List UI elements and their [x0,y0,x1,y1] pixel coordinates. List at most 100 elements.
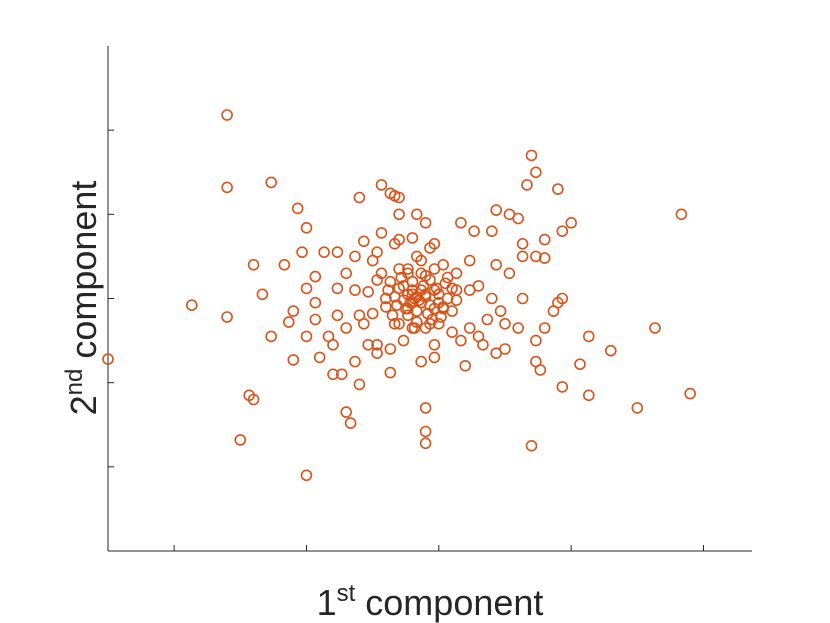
data-point [439,277,452,290]
data-point [340,267,353,280]
data-point [340,406,353,418]
data-point [437,302,450,315]
data-point [538,233,551,246]
data-point [331,282,344,295]
data-point [313,351,326,364]
data-point [415,267,428,280]
data-point [410,305,423,317]
data-point [582,330,595,343]
data-point [287,305,300,317]
data-point [516,292,529,305]
data-point [300,330,313,343]
data-point [463,322,476,334]
data-point [574,358,586,371]
data-point [410,208,423,221]
data-point [287,354,300,366]
data-point [530,250,542,263]
data-point [384,366,397,379]
data-point [102,353,114,365]
data-point [278,258,291,271]
data-point [357,235,370,248]
data-point [481,313,494,326]
data-point [371,274,383,286]
data-point [512,322,525,334]
data-point [530,334,542,347]
data-point [393,208,405,221]
data-point [430,282,443,295]
x-axis-label: 1st component [317,580,544,623]
data-point [221,311,233,323]
data-point [565,217,578,229]
data-point [503,267,516,280]
data-point [388,238,401,250]
data-point [362,285,375,298]
data-point [499,317,511,330]
data-point [331,246,344,258]
data-point [419,322,432,334]
data-point [382,284,394,296]
data-point [455,334,467,347]
data-point [296,246,308,258]
data-point [435,311,447,323]
data-point [291,202,304,215]
data-point [282,316,295,328]
data-point [582,389,595,402]
data-point [380,301,392,313]
data-point [384,275,397,288]
data-points [102,109,697,482]
data-point [463,284,476,296]
data-point [649,322,661,334]
data-point [380,292,392,305]
data-point [300,222,313,234]
data-point [300,282,313,295]
data-point [415,254,428,267]
data-point [552,183,564,195]
data-point [406,232,419,244]
data-point [234,434,247,446]
data-point [503,208,516,221]
data-point [402,263,414,275]
data-point [538,322,551,334]
data-point [490,347,503,360]
data-point [441,271,454,284]
data-point [391,299,403,312]
data-point [384,343,397,355]
data-point [357,317,370,330]
data-point [408,322,421,334]
data-point [485,292,498,305]
data-point [556,225,569,237]
data-point [675,208,688,221]
data-point [265,330,278,343]
data-point [547,305,560,317]
data-point [525,149,538,162]
data-point [415,355,428,368]
data-point [186,299,198,312]
data-point [393,317,405,330]
data-point [419,217,432,229]
data-point [631,402,644,414]
data-point [335,368,348,381]
data-point [309,296,322,309]
data-point [428,351,441,364]
data-point [349,284,361,296]
data-point [327,368,339,381]
data-point [684,387,697,400]
data-point [256,288,269,301]
data-point [375,227,388,239]
data-point [221,109,233,121]
data-point [386,309,399,322]
data-point [494,305,507,317]
data-point [247,258,260,271]
data-point [424,242,436,254]
data-point [472,330,485,343]
data-point [388,317,401,330]
data-point [604,344,617,357]
data-point [371,338,383,351]
data-point [485,225,498,237]
data-point [371,347,383,360]
data-point [221,181,233,194]
data-point [353,191,366,204]
data-point [362,338,375,351]
data-point [247,393,260,406]
